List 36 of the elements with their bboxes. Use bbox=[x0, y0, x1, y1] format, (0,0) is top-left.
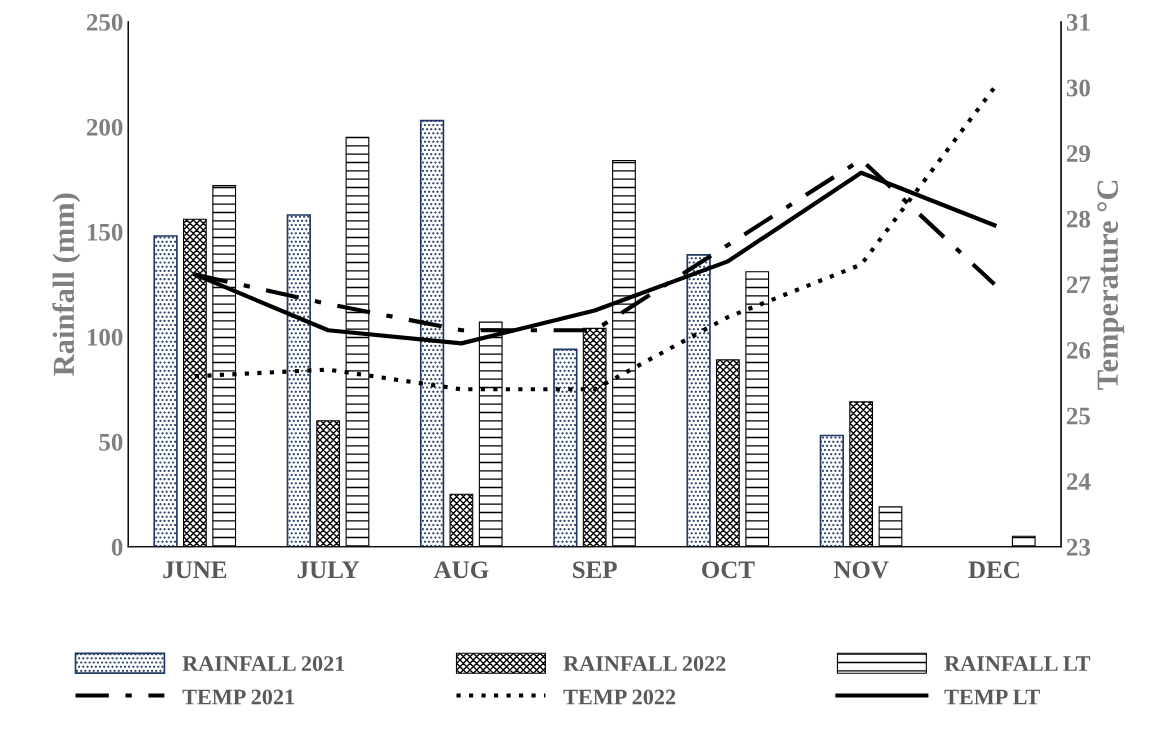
y2-tick-label: 30 bbox=[1066, 79, 1090, 97]
x-tick-label: NOV bbox=[833, 561, 889, 579]
legend-label: TEMP 2021 bbox=[182, 689, 294, 705]
y2-tick-label: 31 bbox=[1066, 13, 1090, 31]
x-tick-label: SEP bbox=[573, 561, 617, 579]
y2-tick-label: 29 bbox=[1066, 145, 1091, 163]
x-tick-label: JULY bbox=[297, 561, 360, 579]
legend-label: TEMP 2022 bbox=[563, 689, 676, 705]
x-tick-label: AUG bbox=[433, 561, 489, 579]
legend-label: RAINFALL 2022 bbox=[563, 656, 726, 672]
x-tick-label: JUNE bbox=[163, 561, 227, 579]
legend-label: TEMP LT bbox=[944, 689, 1040, 705]
y-tick-label: 150 bbox=[87, 223, 123, 241]
y2-tick-label: 23 bbox=[1066, 538, 1091, 556]
y-tick-label: 100 bbox=[87, 328, 123, 346]
bar bbox=[286, 214, 311, 547]
y2-tick-label: 26 bbox=[1066, 342, 1091, 359]
y-axis-title: Rainfall (mm) bbox=[52, 193, 81, 376]
bar bbox=[419, 119, 445, 547]
x-tick-label: OCT bbox=[702, 561, 755, 579]
y-tick-label: 200 bbox=[86, 118, 123, 136]
legend-label: RAINFALL 2021 bbox=[182, 656, 345, 672]
y2-tick-label: 28 bbox=[1066, 210, 1091, 228]
bar bbox=[153, 235, 178, 547]
bar bbox=[686, 254, 711, 547]
bar bbox=[553, 348, 578, 547]
y-tick-label: 50 bbox=[99, 433, 123, 451]
y-tick-label: 250 bbox=[86, 13, 123, 31]
x-tick-label: DEC bbox=[968, 561, 1019, 579]
legend-label: RAINFALL LT bbox=[944, 656, 1091, 671]
y2-tick-label: 25 bbox=[1066, 407, 1091, 425]
y2-tick-label: 27 bbox=[1066, 276, 1091, 293]
y2-tick-label: 24 bbox=[1066, 473, 1091, 490]
y2-axis-title: Temperature °C bbox=[1097, 180, 1125, 390]
bar bbox=[819, 434, 845, 547]
y-tick-label: 0 bbox=[111, 538, 123, 556]
